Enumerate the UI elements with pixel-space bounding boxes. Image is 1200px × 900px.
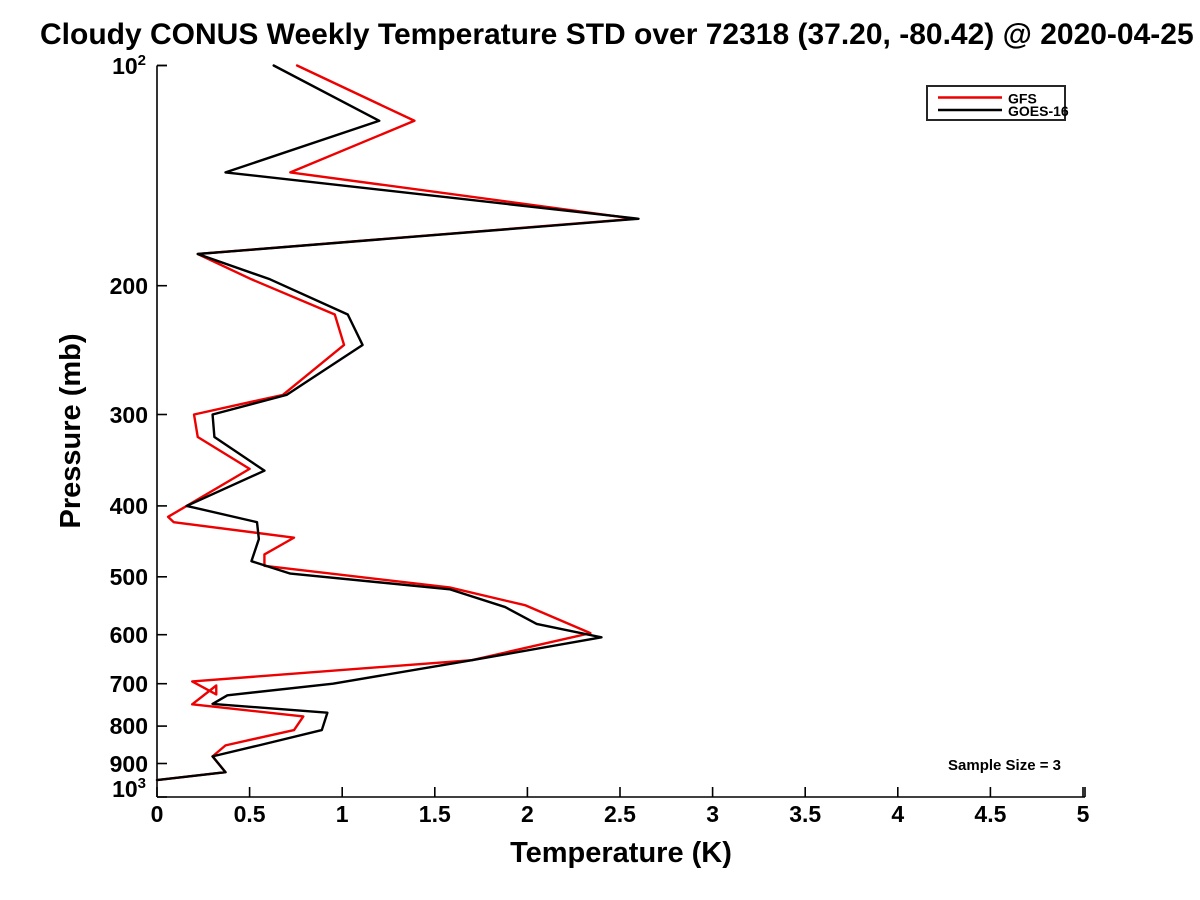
svg-text:5: 5 [1077,801,1090,827]
svg-text:2.5: 2.5 [604,801,636,827]
svg-text:3.5: 3.5 [789,801,821,827]
svg-text:Cloudy CONUS Weekly Temperatur: Cloudy CONUS Weekly Temperature STD over… [40,18,1194,51]
svg-text:200: 200 [110,273,148,299]
svg-text:800: 800 [110,713,148,739]
svg-text:500: 500 [110,564,148,590]
svg-text:700: 700 [110,671,148,697]
svg-text:0.5: 0.5 [234,801,266,827]
svg-text:1: 1 [336,801,349,827]
svg-text:GOES-16: GOES-16 [1008,103,1069,119]
svg-text:4: 4 [891,801,904,827]
svg-text:1.5: 1.5 [419,801,451,827]
svg-text:300: 300 [110,402,148,428]
svg-text:Temperature (K): Temperature (K) [510,837,732,869]
svg-text:Sample Size = 3: Sample Size = 3 [948,757,1061,774]
svg-text:2: 2 [521,801,534,827]
svg-text:0: 0 [151,801,164,827]
svg-text:4.5: 4.5 [974,801,1006,827]
svg-text:600: 600 [110,622,148,648]
svg-text:3: 3 [706,801,719,827]
svg-text:900: 900 [110,751,148,777]
svg-text:Pressure (mb): Pressure (mb) [55,333,87,528]
svg-text:400: 400 [110,493,148,519]
